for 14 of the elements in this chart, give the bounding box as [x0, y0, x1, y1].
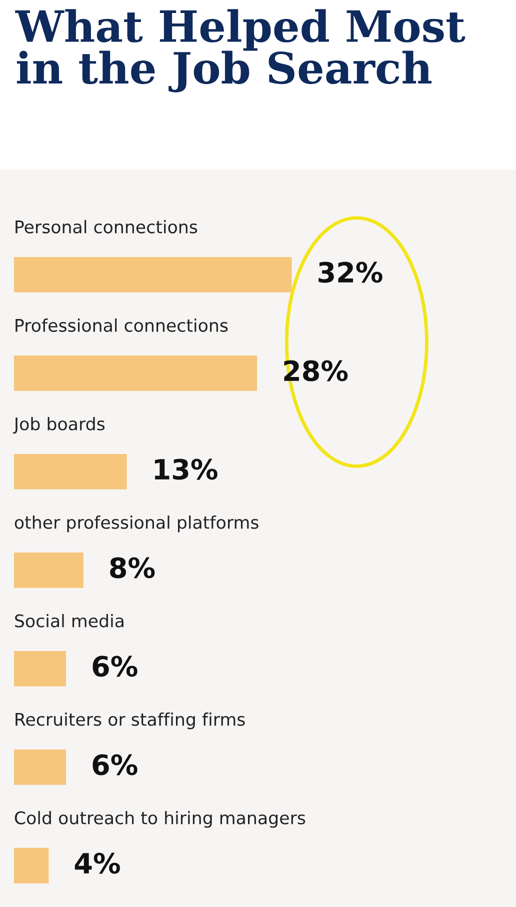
data-label: 32% — [318, 262, 382, 283]
y-tick-label: Social media — [15, 614, 124, 628]
chart-title: What Helped Most in the Job Search — [15, 9, 466, 92]
data-label: 6% — [92, 754, 138, 776]
y-tick-label: Cold outreach to hiring managers — [14, 810, 306, 828]
y-tick-label: Personal connections — [16, 220, 198, 234]
y-tick-label: other professional platforms — [14, 515, 258, 532]
y-tick-label: Recruiters or staffing firms — [16, 712, 245, 730]
data-label: 4% — [74, 852, 120, 874]
data-label: 13% — [154, 458, 218, 480]
data-label: 6% — [92, 656, 138, 677]
data-label: 8% — [110, 557, 155, 578]
y-tick-label: Professional connections — [16, 318, 228, 332]
y-tick-label: Job boards — [13, 417, 105, 434]
